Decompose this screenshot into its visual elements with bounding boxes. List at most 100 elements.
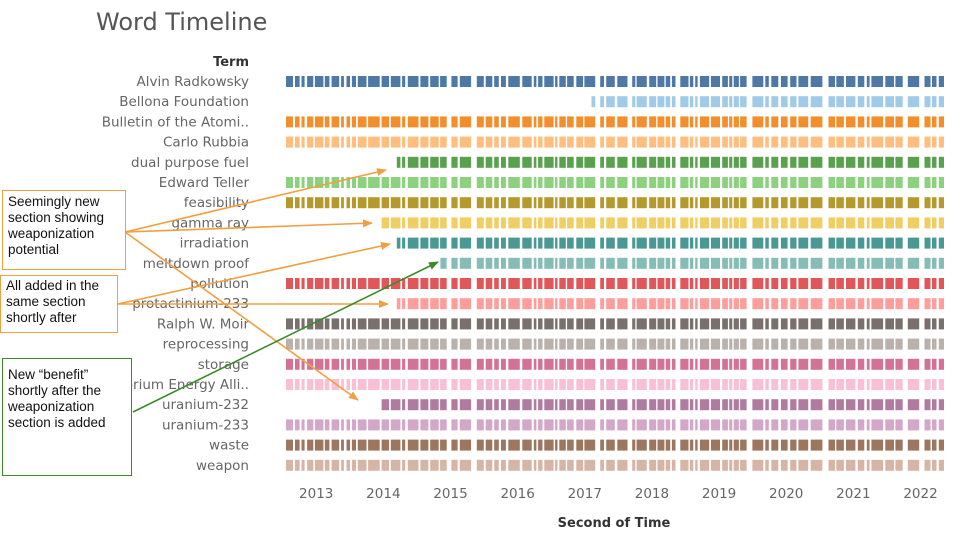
occurrence-bar [907,379,920,390]
occurrence-bar [636,318,647,330]
occurrence-bar [555,298,558,310]
occurrence-bar [307,439,314,451]
occurrence-bar [857,379,865,390]
occurrence-bar [798,136,809,148]
occurrence-bar [722,257,728,269]
occurrence-bar [885,419,894,431]
occurrence-bar [584,379,596,390]
occurrence-bar [341,318,344,330]
occurrence-bar [871,116,884,128]
occurrence-bar [729,76,733,87]
occurrence-bar [695,237,698,249]
occurrence-bar [559,399,566,411]
occurrence-bar [857,96,865,108]
occurrence-bar [390,76,401,87]
occurrence-bar [396,156,401,168]
occurrence-bar [810,217,823,229]
occurrence-bar [866,338,870,350]
occurrence-bar [895,358,903,370]
occurrence-bar [341,136,344,148]
occurrence-bar [649,257,657,269]
occurrence-bar [544,237,554,249]
occurrence-bar [866,136,870,148]
occurrence-bar [451,419,458,431]
occurrence-bar [381,459,390,471]
occurrence-bar [567,237,574,249]
occurrence-bar [938,298,944,310]
occurrence-bar [346,197,350,209]
occurrence-bar [657,96,665,108]
occurrence-bar [665,459,671,471]
occurrence-bar [476,358,484,370]
occurrence-bar [617,177,628,188]
occurrence-bar [533,278,537,289]
occurrence-bar [307,318,314,330]
occurrence-bar [324,177,330,188]
occurrence-bar [295,76,300,87]
occurrence-bar [722,136,728,148]
occurrence-bar [871,459,884,471]
occurrence-bar [765,76,769,87]
occurrence-bar [780,278,788,289]
term-row [286,338,944,350]
occurrence-bar [857,177,865,188]
occurrence-bar [680,197,689,209]
occurrence-bar [665,318,671,330]
occurrence-bar [733,217,739,229]
occurrence-bar [301,358,305,370]
occurrence-bar [451,298,458,310]
occurrence-bar [501,217,506,229]
occurrence-bar [680,379,689,390]
occurrence-bar [932,237,937,249]
chart-title: Word Timeline [96,8,268,36]
occurrence-bar [501,197,506,209]
occurrence-bar [390,358,401,370]
occurrence-bar [680,116,689,128]
occurrence-bar [286,439,293,451]
occurrence-bar [430,177,439,188]
occurrence-bar [907,419,920,431]
occurrence-bar [932,298,937,310]
occurrence-bar [695,136,698,148]
occurrence-bar [324,116,330,128]
occurrence-bar [710,136,720,148]
occurrence-bar [295,136,300,148]
occurrence-bar [680,399,689,411]
occurrence-bar [451,217,458,229]
occurrence-bar [407,379,419,390]
occurrence-bar [689,156,694,168]
occurrence-bar [357,136,367,148]
occurrence-bar [390,399,401,411]
occurrence-bar [331,76,340,87]
occurrence-bar [649,156,657,168]
occurrence-bar [555,278,558,289]
occurrence-bar [544,177,554,188]
occurrence-bar [402,399,406,411]
occurrence-bar [632,217,636,229]
occurrence-bar [680,278,689,289]
occurrence-bar [932,338,937,350]
occurrence-bar [828,379,835,390]
occurrence-bar [420,217,429,229]
occurrence-bar [314,459,324,471]
occurrence-bar [710,197,720,209]
occurrence-bar [402,116,406,128]
annotation-arrow [124,219,373,233]
occurrence-bar [695,76,698,87]
occurrence-bar [381,419,390,431]
occurrence-bar [494,459,499,471]
occurrence-bar [636,237,647,249]
occurrence-bar [617,298,628,310]
occurrence-bar [932,96,937,108]
occurrence-bar [606,177,615,188]
occurrence-bar [765,298,769,310]
occurrence-bar [555,399,558,411]
occurrence-bar [476,419,484,431]
occurrence-bar [790,318,797,330]
occurrence-bar [331,318,340,330]
occurrence-bar [699,358,710,370]
occurrence-bar [828,419,835,431]
occurrence-bar [390,136,401,148]
occurrence-bar [606,399,615,411]
occurrence-bar [871,237,884,249]
